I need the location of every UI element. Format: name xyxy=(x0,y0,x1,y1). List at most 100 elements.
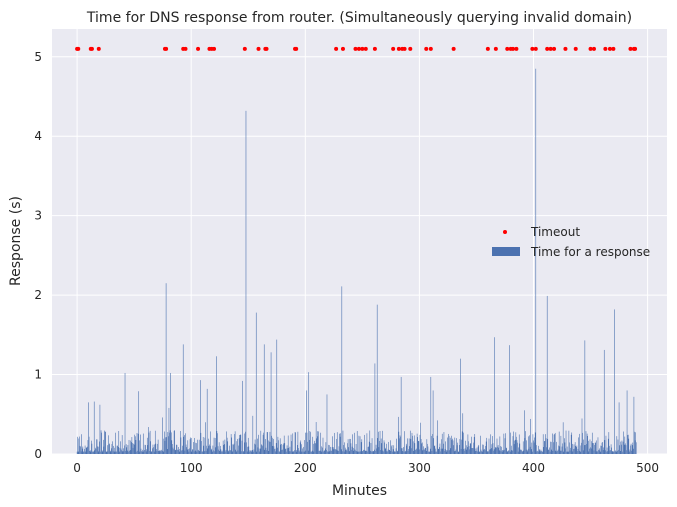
response-bar xyxy=(517,451,519,454)
response-bar xyxy=(307,441,308,454)
response-bar xyxy=(619,451,621,454)
response-bar xyxy=(266,432,268,454)
response-bar xyxy=(594,442,596,454)
response-bar xyxy=(342,451,343,454)
response-bar xyxy=(409,446,411,454)
response-bar xyxy=(239,435,240,454)
response-bar xyxy=(455,449,457,454)
response-bar xyxy=(608,432,610,454)
response-bar xyxy=(632,442,634,454)
response-bar xyxy=(446,451,448,454)
response-bar xyxy=(247,437,249,454)
response-bar xyxy=(280,444,282,454)
response-bar xyxy=(133,443,134,454)
response-bar xyxy=(494,337,496,454)
response-bar xyxy=(437,420,438,454)
response-bar xyxy=(334,449,336,454)
response-bar xyxy=(120,441,121,454)
response-bar xyxy=(452,438,453,454)
response-bar xyxy=(285,449,286,454)
legend-response-label: Time for a response xyxy=(530,245,650,259)
legend-response-swatch xyxy=(492,247,520,256)
response-bar xyxy=(271,437,273,454)
response-bar xyxy=(108,444,110,454)
response-bar xyxy=(613,451,614,454)
timeout-point xyxy=(408,46,413,51)
response-bar xyxy=(603,349,605,454)
timeout-point xyxy=(264,46,269,51)
y-tick-label: 5 xyxy=(34,50,42,64)
response-bar xyxy=(420,422,421,454)
response-bar xyxy=(496,447,497,454)
response-bar xyxy=(418,441,420,454)
response-bar xyxy=(340,433,341,454)
response-bar xyxy=(394,451,395,454)
chart-title: Time for DNS response from router. (Simu… xyxy=(86,10,632,26)
response-bar xyxy=(331,447,333,454)
response-bar xyxy=(226,437,228,454)
response-bar xyxy=(255,444,256,454)
response-bar xyxy=(504,449,505,454)
response-bar xyxy=(472,447,473,454)
response-bar xyxy=(214,451,215,454)
response-bar xyxy=(172,444,173,454)
response-bar xyxy=(158,450,159,454)
response-bar xyxy=(201,451,203,454)
response-bar xyxy=(583,439,585,454)
response-bar xyxy=(468,441,469,454)
response-bar xyxy=(240,434,242,454)
response-bar xyxy=(183,436,185,454)
response-bar xyxy=(457,451,459,454)
response-bar xyxy=(173,449,174,454)
response-bar xyxy=(633,448,634,454)
response-bar xyxy=(316,438,318,454)
response-bar xyxy=(576,445,578,454)
response-bar xyxy=(319,450,321,454)
response-bar xyxy=(139,451,141,454)
response-bar xyxy=(281,443,282,454)
response-bar xyxy=(530,449,532,454)
response-bar xyxy=(263,344,265,454)
response-bar xyxy=(97,446,98,454)
response-bar xyxy=(400,436,401,454)
response-bar xyxy=(520,449,521,454)
response-bar xyxy=(363,449,364,454)
response-bar xyxy=(99,404,101,454)
response-bar xyxy=(303,446,304,454)
response-bar xyxy=(260,430,262,454)
response-bar xyxy=(336,438,337,454)
response-bar xyxy=(599,448,600,454)
response-bar xyxy=(403,451,405,454)
response-bar xyxy=(273,438,274,454)
response-bar xyxy=(238,445,239,454)
response-bar xyxy=(386,451,388,454)
y-tick-label: 3 xyxy=(34,209,42,223)
response-bar xyxy=(127,445,129,454)
response-bar xyxy=(436,451,437,454)
response-bar xyxy=(387,451,388,454)
response-bar xyxy=(469,443,471,454)
response-bar xyxy=(311,450,313,454)
response-bar xyxy=(507,451,509,454)
response-bar xyxy=(251,450,253,454)
response-bar xyxy=(227,450,229,454)
response-bar xyxy=(522,451,523,454)
response-bar xyxy=(206,388,208,454)
response-bar xyxy=(523,450,525,454)
response-bar xyxy=(375,450,376,454)
response-bar xyxy=(149,450,150,454)
response-bar xyxy=(111,448,112,454)
response-bar xyxy=(571,432,573,454)
response-bar xyxy=(322,447,323,454)
response-bar xyxy=(267,432,268,454)
response-bar xyxy=(413,435,415,454)
response-bar xyxy=(208,445,210,454)
response-bar xyxy=(581,418,583,454)
response-bar xyxy=(125,450,126,454)
response-bar xyxy=(185,444,187,454)
response-bar xyxy=(511,450,513,454)
response-bar xyxy=(473,442,474,454)
response-bar xyxy=(86,447,88,454)
response-bar xyxy=(458,451,460,454)
response-bar xyxy=(205,422,206,454)
